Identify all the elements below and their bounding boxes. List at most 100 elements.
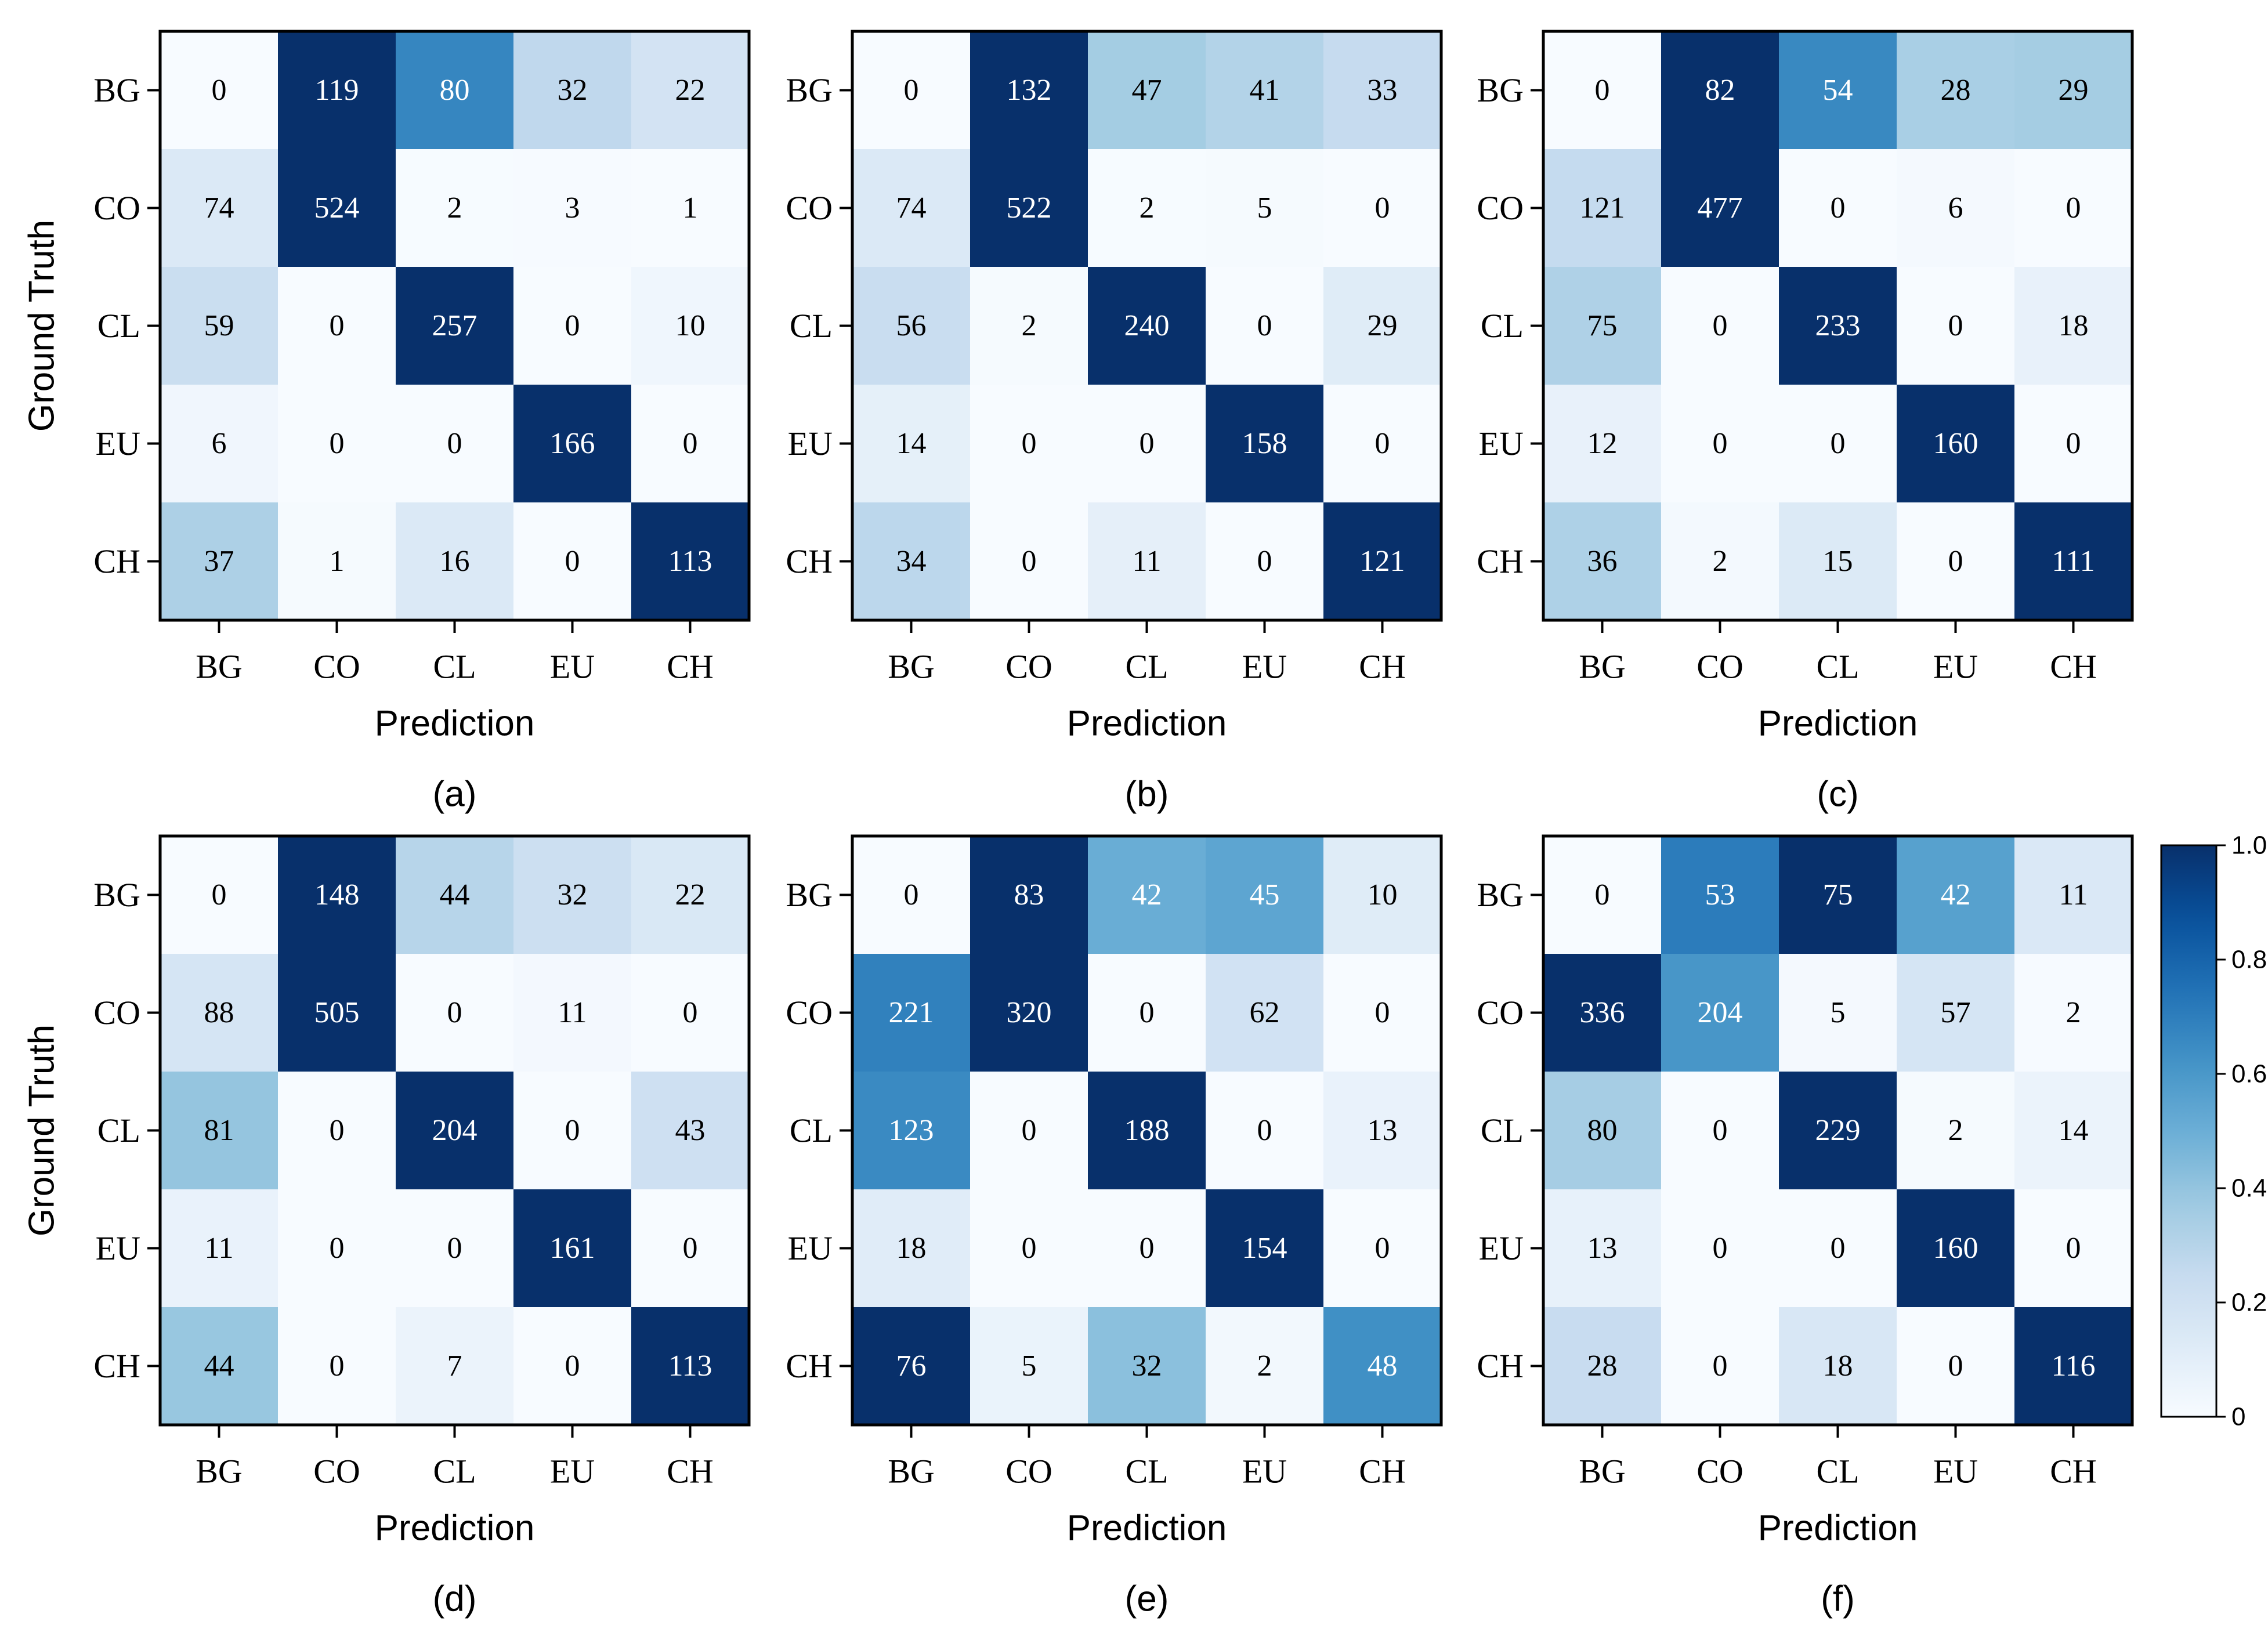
cell-value: 11 bbox=[1132, 545, 1161, 578]
heatmap-cell bbox=[1661, 502, 1779, 620]
colorbar-tick-label: 0 bbox=[2231, 1403, 2245, 1431]
x-tick-label: BG bbox=[1579, 648, 1626, 686]
heatmap-cell bbox=[1206, 1072, 1323, 1189]
heatmap-cell bbox=[631, 385, 749, 502]
cell-value: 18 bbox=[896, 1232, 927, 1265]
y-tick-label: EU bbox=[96, 425, 140, 462]
cell-value: 0 bbox=[1713, 1232, 1728, 1265]
y-tick-label: CL bbox=[97, 307, 140, 345]
cell-value: 43 bbox=[675, 1114, 706, 1147]
heatmap-cell bbox=[1206, 149, 1323, 267]
heatmap-cell bbox=[513, 149, 631, 267]
heatmap-cell bbox=[513, 385, 631, 502]
heatmap-cell bbox=[1661, 31, 1779, 149]
cell-value: 44 bbox=[440, 878, 470, 911]
cell-value: 81 bbox=[204, 1114, 234, 1147]
heatmap-cell bbox=[513, 502, 631, 620]
x-tick-label: CL bbox=[1125, 648, 1168, 686]
heatmap-cell bbox=[1779, 1189, 1897, 1307]
cell-value: 42 bbox=[1941, 878, 1971, 911]
heatmap-cell bbox=[160, 502, 278, 620]
heatmap-cell bbox=[631, 149, 749, 267]
heatmap-cell bbox=[970, 149, 1088, 267]
cell-value: 57 bbox=[1941, 996, 1971, 1029]
cell-value: 2 bbox=[1140, 191, 1155, 225]
heatmap-cell bbox=[278, 836, 396, 954]
cell-value: 0 bbox=[2066, 191, 2081, 225]
heatmap-cell bbox=[2014, 149, 2132, 267]
heatmap-cell bbox=[1661, 1307, 1779, 1425]
heatmap-cell bbox=[1661, 836, 1779, 954]
cell-value: 221 bbox=[889, 996, 934, 1029]
heatmap-cell bbox=[1323, 1307, 1441, 1425]
heatmap-cell bbox=[1323, 1072, 1441, 1189]
heatmap-cell bbox=[1779, 267, 1897, 385]
y-axis-label: Ground Truth bbox=[22, 220, 62, 432]
cell-value: 477 bbox=[1698, 191, 1743, 225]
cell-value: 42 bbox=[1132, 878, 1162, 911]
heatmap-cell bbox=[396, 954, 513, 1072]
y-tick-label: CL bbox=[1481, 307, 1524, 345]
heatmap-cell bbox=[2014, 1307, 2132, 1425]
heatmap-cell bbox=[970, 1072, 1088, 1189]
x-axis-label: Prediction bbox=[1067, 1508, 1227, 1548]
heatmap-cell bbox=[1323, 954, 1441, 1072]
y-tick-label: CO bbox=[1477, 994, 1524, 1032]
x-tick-label: BG bbox=[888, 648, 935, 686]
heatmap-cell bbox=[513, 267, 631, 385]
y-tick-label: CH bbox=[786, 1347, 833, 1385]
y-tick-label: CH bbox=[1477, 542, 1524, 580]
heatmap-cell bbox=[970, 836, 1088, 954]
confusion-matrix-panel: 0 83 42 45 10 221 320 0 62 0 123 0 188 0 13 18 0 0 154 0 76 5… bbox=[786, 834, 1443, 1619]
y-tick-label: CL bbox=[790, 307, 833, 345]
y-tick-label: BG bbox=[786, 876, 833, 914]
cell-value: 45 bbox=[1250, 878, 1280, 911]
heatmap-cell bbox=[1897, 1072, 2014, 1189]
heatmap-cell bbox=[1323, 1189, 1441, 1307]
heatmap-cell bbox=[1897, 267, 2014, 385]
x-tick-label: BG bbox=[888, 1453, 935, 1490]
heatmap-cell bbox=[1779, 1072, 1897, 1189]
cell-value: 41 bbox=[1250, 74, 1280, 107]
heatmap-cell bbox=[852, 385, 970, 502]
cell-value: 320 bbox=[1007, 996, 1052, 1029]
cell-value: 16 bbox=[440, 545, 470, 578]
x-tick-label: EU bbox=[1933, 648, 1978, 686]
heatmap-cell bbox=[970, 267, 1088, 385]
colorbar-tick-label: 0.4 bbox=[2231, 1174, 2267, 1203]
cell-value: 505 bbox=[314, 996, 360, 1029]
cell-value: 0 bbox=[212, 74, 227, 107]
heatmap-cell bbox=[1206, 836, 1323, 954]
heatmap-cell bbox=[160, 385, 278, 502]
cell-value: 257 bbox=[432, 309, 478, 342]
cell-value: 7 bbox=[447, 1349, 462, 1383]
cell-value: 0 bbox=[1375, 427, 1390, 460]
x-tick-label: CO bbox=[1005, 1453, 1052, 1490]
heatmap-cell bbox=[513, 836, 631, 954]
heatmap-cell bbox=[1088, 267, 1206, 385]
cell-value: 160 bbox=[1933, 1232, 1978, 1265]
cell-value: 0 bbox=[1140, 427, 1155, 460]
cell-value: 56 bbox=[896, 309, 927, 342]
cell-value: 0 bbox=[904, 878, 919, 911]
cell-value: 22 bbox=[675, 878, 706, 911]
cell-value: 2 bbox=[2066, 996, 2081, 1029]
y-tick-label: EU bbox=[788, 1229, 833, 1267]
cell-value: 32 bbox=[1132, 1349, 1162, 1383]
panel-label: (d) bbox=[433, 1579, 477, 1619]
heatmap-cell bbox=[396, 1072, 513, 1189]
cell-value: 0 bbox=[330, 1232, 345, 1265]
x-axis-label: Prediction bbox=[375, 704, 535, 744]
cell-value: 0 bbox=[1022, 1114, 1037, 1147]
heatmap-cell bbox=[396, 502, 513, 620]
cell-value: 0 bbox=[1022, 427, 1037, 460]
heatmap-cell bbox=[1543, 1189, 1661, 1307]
x-tick-label: CO bbox=[1697, 648, 1743, 686]
cell-value: 34 bbox=[896, 545, 927, 578]
cell-value: 0 bbox=[1948, 1349, 1963, 1383]
x-tick-label: EU bbox=[1242, 648, 1287, 686]
y-tick-label: CH bbox=[1477, 1347, 1524, 1385]
heatmap-cell bbox=[1088, 954, 1206, 1072]
